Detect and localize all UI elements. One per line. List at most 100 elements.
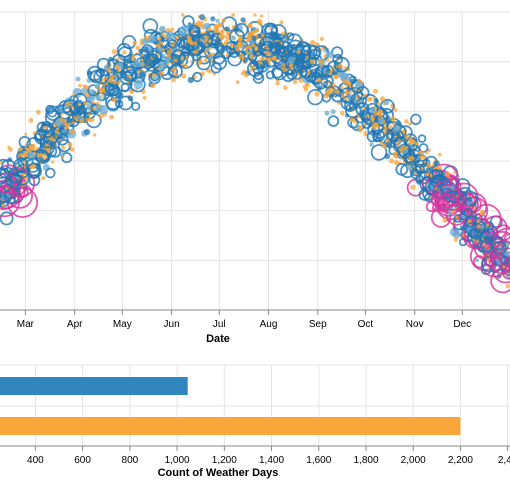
scatter-point — [45, 104, 55, 115]
scatter-point — [159, 25, 166, 33]
scatter-point — [393, 108, 398, 112]
scatter-point — [227, 51, 243, 67]
scatter-point — [84, 128, 91, 136]
scatter-point — [171, 77, 176, 83]
scatter-point — [350, 78, 355, 84]
scatter-point — [491, 240, 507, 256]
scatter-point — [208, 39, 212, 43]
scatter-point — [341, 94, 345, 98]
scatter-point — [445, 173, 449, 177]
scatter-point — [281, 62, 286, 68]
scatter-point — [170, 27, 175, 32]
scatter-point — [198, 20, 204, 26]
scatter-point — [463, 207, 473, 218]
scatter-point — [191, 71, 203, 83]
scatter-point — [109, 114, 114, 120]
scatter-point — [26, 162, 42, 177]
scatter-point — [45, 105, 61, 121]
scatter-point — [37, 153, 42, 158]
scatter-point — [396, 143, 400, 147]
scatter-point — [235, 80, 240, 85]
scatter-point — [24, 132, 28, 136]
scatter-x-axis: Mar Apr May Jun Jul Aug Sep Oct Nov Dec — [0, 309, 510, 330]
scatter-point — [51, 160, 55, 164]
scatter-point — [14, 170, 30, 186]
scatter-point — [203, 58, 208, 63]
scatter-point — [483, 235, 489, 241]
scatter-point — [133, 79, 144, 90]
scatter-point — [204, 43, 209, 47]
scatter-point — [398, 147, 403, 152]
bar-x-axis: 400 600 800 1,000 1,200 1,400 1,600 1,800 2,000 2… — [0, 445, 510, 466]
scatter-point — [142, 18, 159, 35]
scatter-point — [367, 97, 372, 102]
scatter-point — [237, 37, 243, 43]
scatter-point — [340, 110, 345, 116]
scatter-point — [243, 72, 249, 78]
scatter-point — [240, 71, 245, 76]
scatter-point — [231, 35, 237, 41]
scatter-point — [379, 98, 395, 114]
scatter-point — [390, 133, 402, 146]
scatter-point — [140, 53, 144, 57]
scatter-point — [437, 152, 442, 157]
scatter-point — [405, 134, 410, 139]
scatter-point — [0, 167, 11, 184]
scatter-point — [171, 54, 177, 60]
scatter-point — [334, 88, 339, 94]
scatter-point — [272, 56, 277, 61]
scatter-point — [213, 27, 218, 32]
scatter-point — [290, 66, 294, 71]
scatter-point — [425, 201, 437, 213]
scatter-point — [321, 64, 335, 79]
scatter-point — [122, 50, 127, 55]
scatter-point — [355, 86, 370, 100]
scatter-point — [404, 119, 409, 124]
scatter-point — [142, 95, 147, 100]
scatter-point — [42, 153, 48, 160]
scatter-point — [408, 155, 415, 162]
scatter-point — [417, 134, 427, 143]
scatter-point — [62, 119, 67, 123]
scatter-point — [87, 84, 100, 97]
scatter-point — [115, 64, 121, 70]
scatter-point — [414, 163, 426, 175]
scatter-point — [279, 20, 284, 25]
scatter-point — [442, 217, 448, 223]
scatter-point — [167, 38, 178, 49]
bar-tick-label: 1,600 — [306, 455, 331, 466]
scatter-point — [34, 148, 49, 163]
scatter-point — [117, 80, 121, 84]
scatter-point — [400, 163, 415, 179]
scatter-point — [236, 42, 241, 48]
scatter-point — [225, 36, 231, 41]
scatter-point — [101, 94, 105, 98]
scatter-point — [272, 67, 284, 79]
scatter-point — [467, 219, 471, 223]
scatter-point — [296, 49, 301, 55]
scatter-point — [40, 123, 55, 139]
scatter-point — [241, 42, 245, 47]
scatter-point — [366, 130, 379, 143]
scatter-tick-label: Mar — [17, 319, 35, 330]
scatter-point — [431, 169, 441, 179]
scatter-point — [52, 138, 57, 142]
scatter-point — [425, 151, 429, 155]
scatter-point — [314, 91, 320, 97]
scatter-point — [242, 58, 248, 63]
bar-x-axis-title: Count of Weather Days — [158, 467, 279, 479]
scatter-point — [292, 79, 298, 85]
scatter-point — [246, 60, 264, 77]
scatter-point — [231, 13, 236, 17]
scatter-point — [251, 35, 257, 41]
scatter-point — [42, 139, 53, 149]
scatter-point — [333, 56, 350, 73]
scatter-point — [56, 133, 69, 146]
scatter-point — [159, 40, 164, 45]
scatter-point — [480, 256, 497, 273]
scatter-point — [252, 72, 265, 84]
scatter-point — [426, 163, 432, 169]
scatter-point — [86, 65, 103, 82]
scatter-point — [275, 46, 291, 62]
